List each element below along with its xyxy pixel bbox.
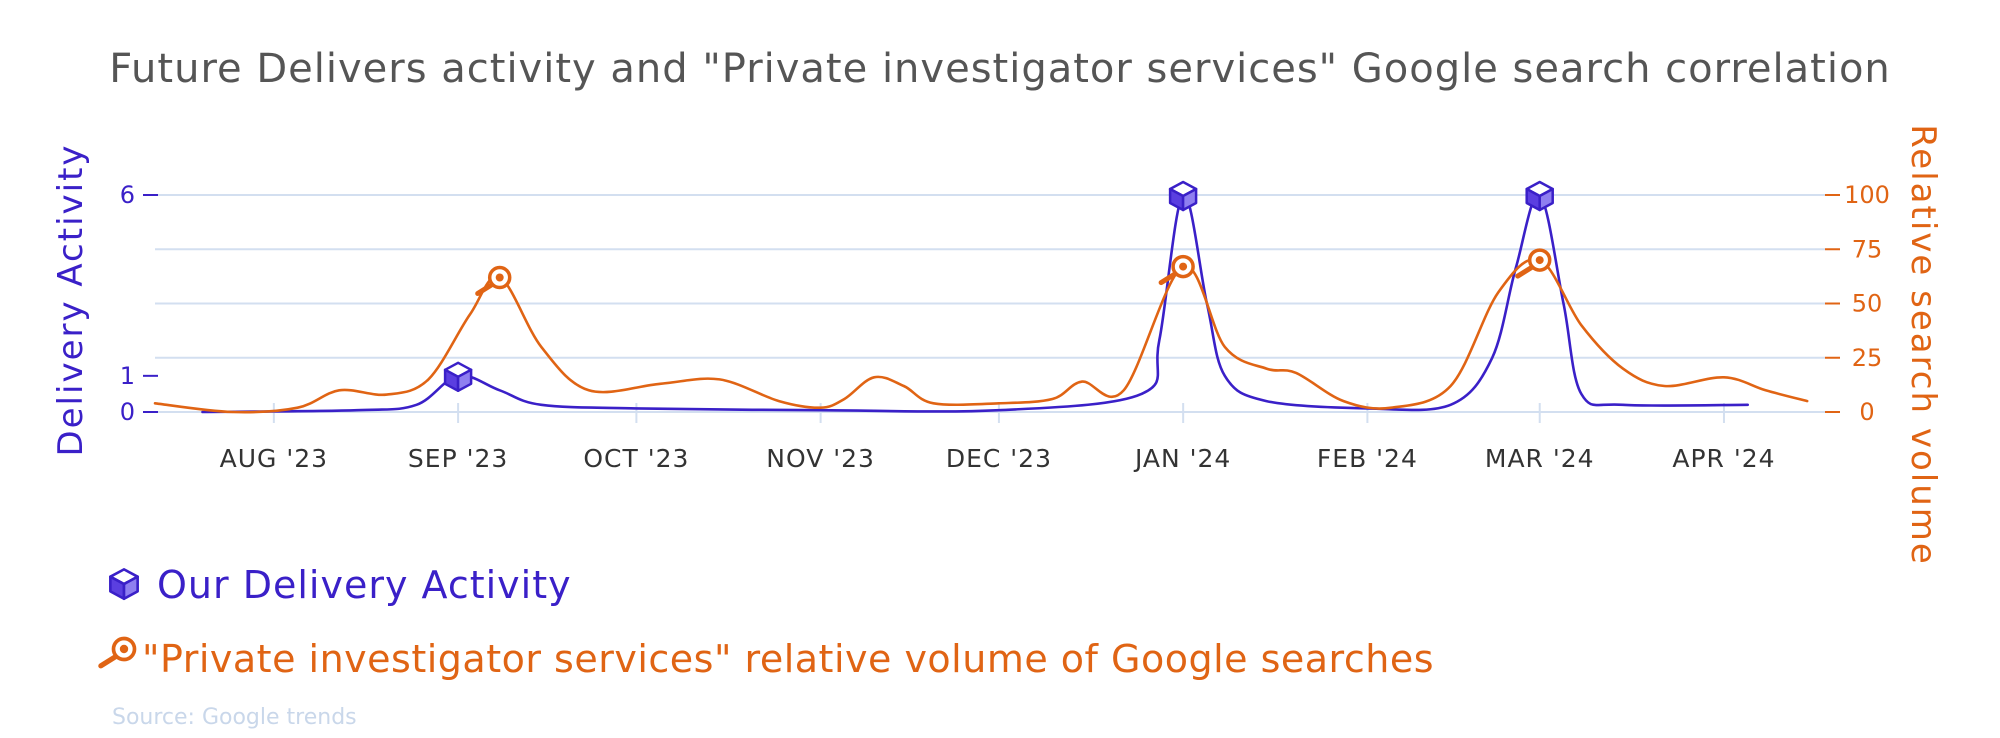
legend-label-delivery: Our Delivery Activity [157,563,572,607]
right-tick-label: 0 [1859,398,1874,426]
marker-layer [443,180,1554,393]
gridlines [155,194,1825,413]
right-axis-label: Relative search volume [1903,124,1943,566]
legend: Our Delivery Activity "Private investiga… [101,563,1434,681]
right-axis-ticks: 0 25 50 75 100 [1825,181,1890,426]
source-note: Source: Google trends [112,705,357,730]
left-tick-label: 1 [120,362,135,390]
x-tick-label: MAR '24 [1485,444,1595,473]
right-tick-label: 100 [1844,181,1890,209]
x-tick-label: SEP '23 [408,444,508,473]
legend-item-searches: "Private investigator services" relative… [101,637,1434,681]
x-tick-label: AUG '23 [220,444,328,473]
right-tick-label: 75 [1852,235,1883,263]
legend-label-searches: "Private investigator services" relative… [142,637,1434,681]
point-marker-magnifier-icon [1161,257,1193,283]
point-marker-magnifier-icon [478,268,510,294]
left-axis-ticks: 0 1 6 [120,181,158,426]
left-tick-label: 0 [120,398,135,426]
point-marker-cube-icon [1168,180,1198,212]
magnifier-icon [101,639,135,666]
left-axis-label: Delivery Activity [51,143,91,456]
x-axis: AUG '23 SEP '23 OCT '23 NOV '23 DEC '23 JAN '… [220,403,1775,473]
cube-icon [109,568,139,601]
point-marker-cube-icon [1525,180,1554,212]
legend-item-delivery: Our Delivery Activity [109,563,572,607]
x-tick-label: OCT '23 [583,444,689,473]
x-tick-label: JAN '24 [1133,444,1231,473]
x-tick-label: APR '24 [1672,444,1775,473]
right-tick-label: 50 [1852,290,1883,318]
x-tick-label: NOV '23 [766,444,875,473]
right-tick-label: 25 [1852,344,1883,372]
chart-title: Future Delivers activity and "Private in… [109,46,1891,92]
x-tick-label: DEC '23 [946,444,1052,473]
left-tick-label: 6 [120,181,135,209]
point-marker-cube-icon [443,361,473,393]
x-tick-label: FEB '24 [1317,444,1418,473]
